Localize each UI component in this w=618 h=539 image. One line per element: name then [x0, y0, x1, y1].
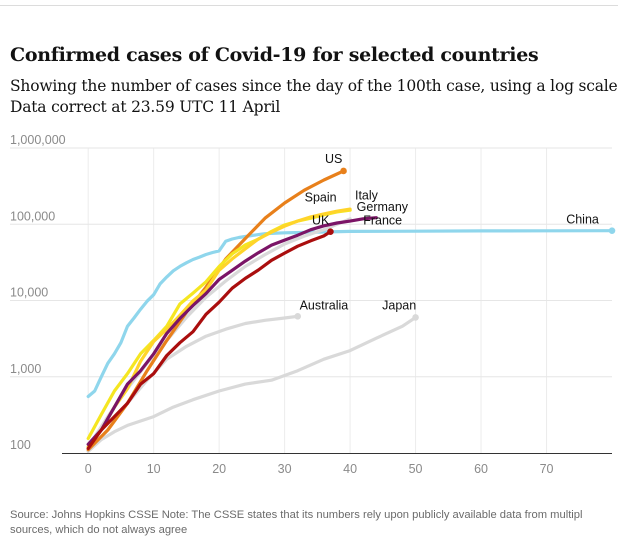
series-end-point-china [608, 227, 616, 234]
subtitle-line-1: Showing the number of cases since the da… [10, 77, 618, 95]
y-tick-label: 100,000 [10, 209, 55, 223]
series-label: China [566, 213, 599, 227]
series-label: US [325, 152, 342, 166]
series-label: Germany [357, 200, 409, 214]
y-tick-label: 100 [10, 438, 31, 452]
source-line-2: sources, which do not always agree [10, 524, 188, 536]
series-line-china [86, 229, 614, 399]
series-label: Italy [355, 188, 379, 202]
series-label: UK [312, 213, 330, 227]
y-tick-label: 10,000 [10, 286, 48, 300]
series-line-unlabeled [86, 217, 352, 449]
x-tick-label: 0 [85, 462, 92, 476]
source-line-1: Source: Johns Hopkins CSSE Note: The CSS… [10, 509, 583, 521]
series-end-point-australia [294, 313, 302, 320]
y-tick-label: 1,000 [10, 362, 41, 376]
x-tick-label: 50 [409, 462, 423, 476]
x-tick-label: 40 [343, 462, 357, 476]
series-line-germany [86, 216, 378, 446]
x-tick-label: 60 [474, 462, 488, 476]
series-label: Australia [300, 299, 349, 313]
x-tick-label: 20 [212, 462, 226, 476]
x-tick-label: 30 [278, 462, 292, 476]
series-label: Japan [382, 299, 416, 313]
series-line-uk [86, 230, 333, 450]
x-tick-label: 70 [540, 462, 554, 476]
y-tick-label: 1,000,000 [10, 133, 66, 147]
line-chart: 100 1,000 10,000 100,000 1,000,000 0 10 20 30 40 5… [10, 133, 616, 476]
chart-subtitle: Showing the number of cases since the da… [10, 76, 618, 118]
series-end-point-japan [412, 314, 419, 321]
series-label: France [363, 213, 402, 227]
subtitle-line-2: Data correct at 23.59 UTC 11 April [10, 98, 281, 116]
series-end-point-uk [327, 228, 334, 235]
source-note: Source: Johns Hopkins CSSE Note: The CSS… [10, 508, 618, 538]
chart-title: Confirmed cases of Covid-19 for selected… [10, 44, 539, 66]
series-label: Spain [305, 190, 337, 204]
x-tick-label: 10 [147, 462, 161, 476]
series-end-point-us [340, 167, 347, 175]
top-divider [0, 5, 618, 6]
series-line-japan [86, 315, 418, 453]
